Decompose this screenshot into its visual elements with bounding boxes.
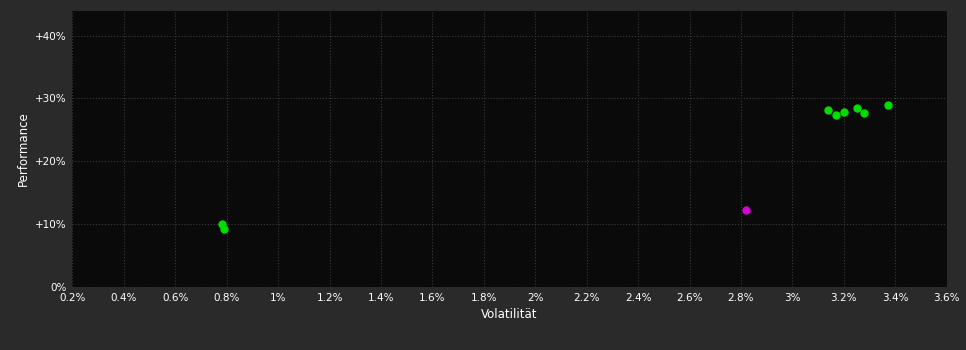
Point — [849, 105, 865, 111]
X-axis label: Volatilität: Volatilität — [481, 308, 538, 321]
Point — [880, 102, 895, 107]
Point — [829, 112, 844, 118]
Point — [213, 221, 229, 226]
Point — [837, 109, 852, 114]
Point — [821, 107, 837, 113]
Y-axis label: Performance: Performance — [16, 111, 30, 186]
Point — [857, 110, 872, 116]
Point — [738, 208, 753, 213]
Point — [216, 226, 232, 231]
